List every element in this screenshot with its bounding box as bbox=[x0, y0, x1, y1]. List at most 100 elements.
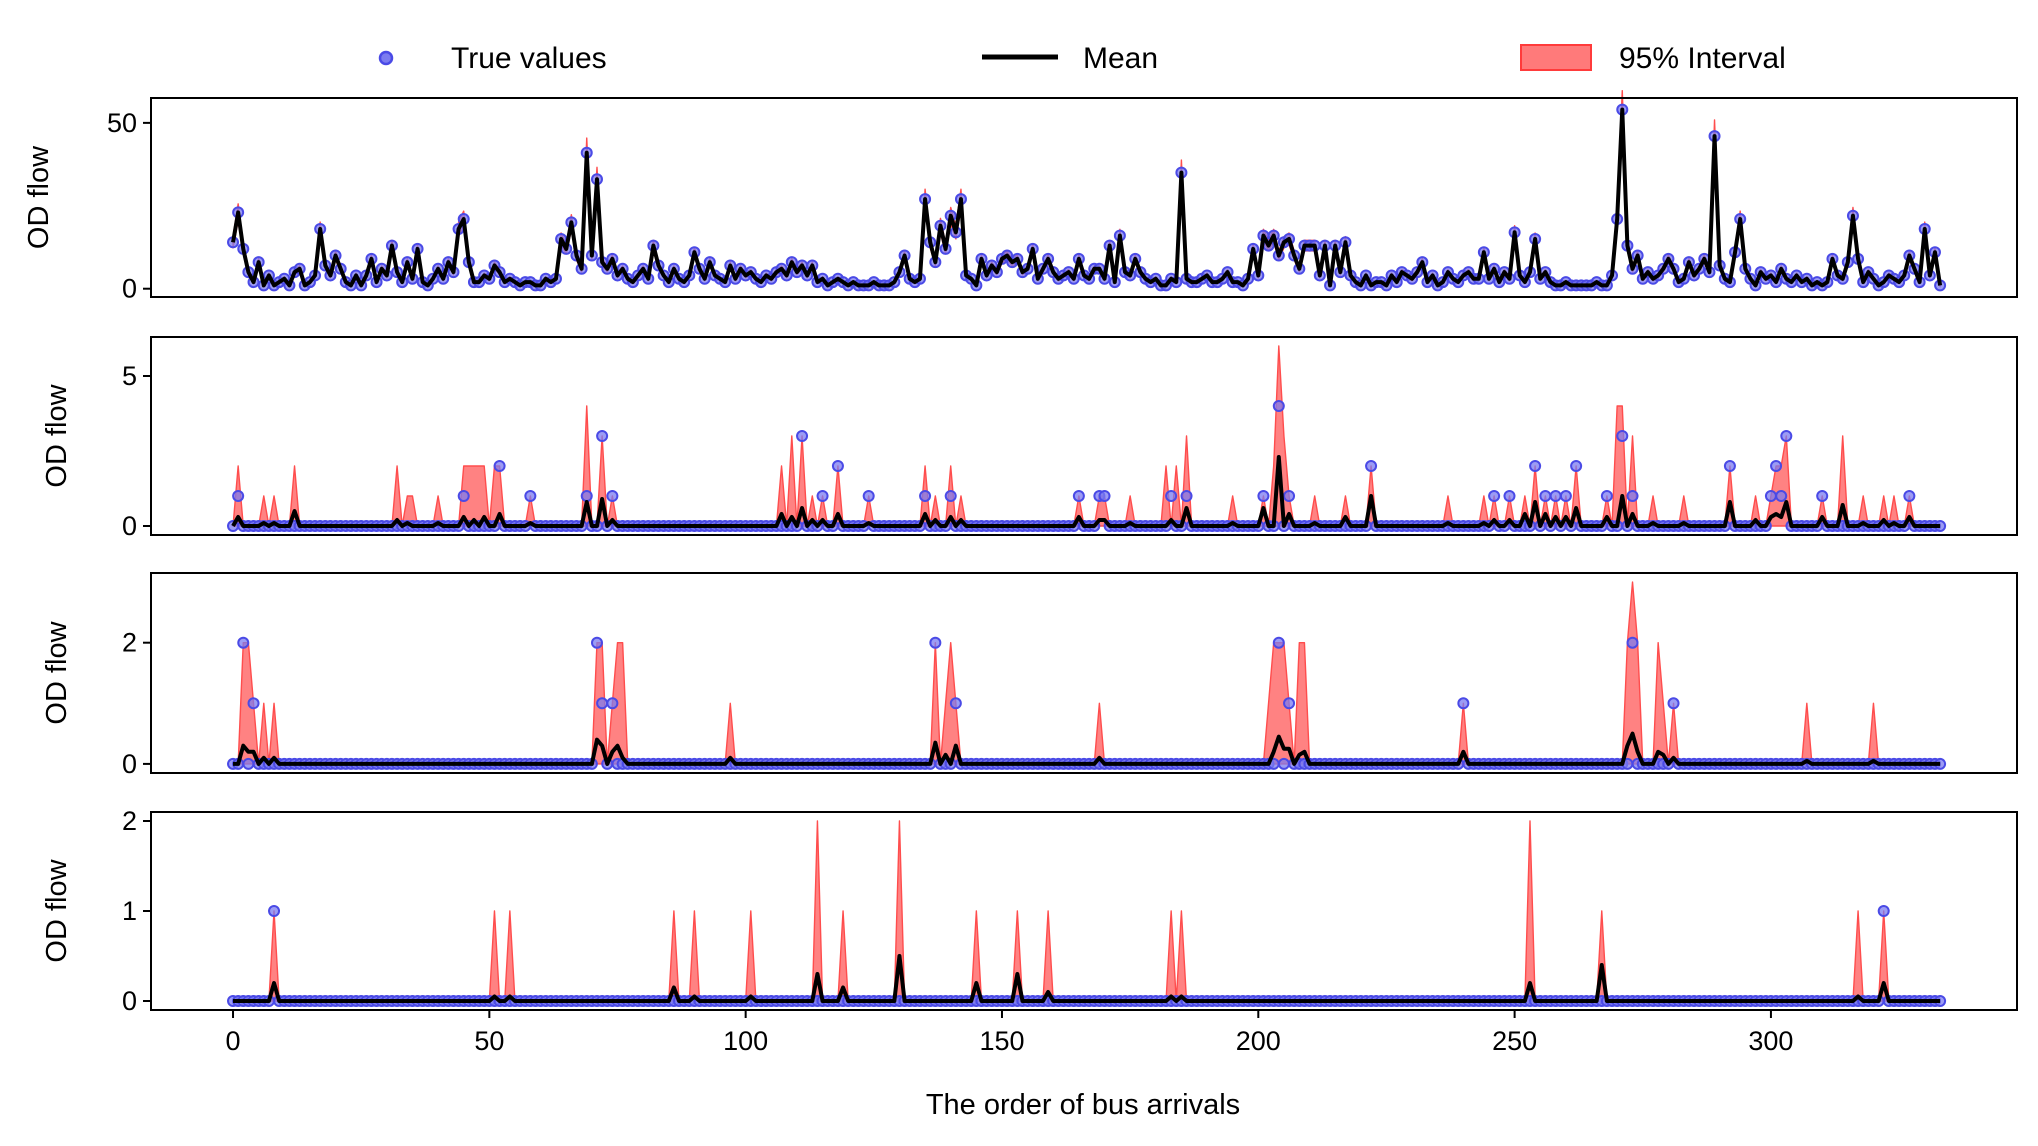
legend-true-values-label: True values bbox=[451, 42, 607, 75]
legend: True values Mean 95% Interval bbox=[378, 42, 1786, 75]
panel-3: 0 2 OD flow bbox=[41, 572, 2018, 779]
true-value-point bbox=[1539, 490, 1552, 502]
true-value-point bbox=[1770, 460, 1783, 472]
true-value-point bbox=[1570, 460, 1583, 472]
legend-interval-swatch bbox=[1520, 44, 1592, 71]
legend-mean-label: Mean bbox=[1083, 42, 1158, 75]
true-value-point bbox=[1503, 490, 1516, 502]
true-value-point bbox=[949, 697, 962, 710]
true-value-point bbox=[596, 697, 609, 710]
panels: 0 50 OD flow 0 5 OD flow 0 2 OD flow 0 1 2 OD flow bbox=[23, 90, 2018, 1016]
true-value-point bbox=[1272, 636, 1285, 649]
true-value-point bbox=[247, 697, 260, 710]
true-value-point bbox=[1165, 490, 1178, 502]
interval-band bbox=[232, 581, 1941, 765]
true-value-point bbox=[606, 697, 619, 710]
true-value-point bbox=[831, 460, 844, 472]
true-value-point bbox=[1764, 490, 1777, 502]
true-value-point bbox=[1816, 490, 1829, 502]
y-axis-title: OD flow bbox=[23, 145, 55, 249]
legend-true-values-marker bbox=[378, 50, 394, 66]
true-value-point bbox=[493, 460, 506, 472]
y-tick-label: 0 bbox=[122, 986, 137, 1016]
true-value-point bbox=[796, 430, 809, 442]
y-axis-title: OD flow bbox=[41, 620, 73, 724]
true-value-point bbox=[1600, 490, 1613, 502]
x-tick-label: 150 bbox=[979, 1026, 1024, 1056]
true-value-point bbox=[1098, 490, 1111, 502]
plot-frame bbox=[150, 572, 2018, 774]
true-value-point bbox=[524, 490, 537, 502]
y-tick-label: 2 bbox=[122, 628, 137, 658]
true-value-point bbox=[1775, 490, 1788, 502]
mean-line bbox=[233, 731, 1941, 766]
true-value-point bbox=[919, 490, 932, 502]
true-value-point bbox=[580, 490, 593, 502]
x-tick-label: 0 bbox=[226, 1026, 241, 1056]
true-value-point bbox=[1257, 490, 1270, 502]
panel-2: 0 5 OD flow bbox=[41, 336, 2018, 541]
y-axis-title: OD flow bbox=[41, 383, 73, 487]
true-value-point bbox=[1488, 490, 1501, 502]
true-value-point bbox=[1283, 490, 1296, 502]
x-tick-label: 100 bbox=[723, 1026, 768, 1056]
true-value-point bbox=[1529, 460, 1542, 472]
y-tick-label: 0 bbox=[122, 511, 137, 541]
true-value-point bbox=[457, 490, 470, 502]
x-tick-label: 50 bbox=[474, 1026, 504, 1056]
true-value-point bbox=[929, 636, 942, 649]
y-tick-label: 1 bbox=[122, 896, 137, 926]
true-value-point bbox=[1549, 490, 1562, 502]
x-tick-label: 250 bbox=[1492, 1026, 1537, 1056]
plot-frame bbox=[150, 336, 2018, 536]
true-values bbox=[227, 905, 1947, 1007]
true-value-point bbox=[1277, 757, 1290, 770]
plot-frame bbox=[150, 97, 2018, 298]
interval-band bbox=[232, 90, 1941, 288]
true-value-point bbox=[862, 490, 875, 502]
interval-band bbox=[232, 820, 1941, 1002]
true-value-point bbox=[1877, 905, 1890, 917]
true-value-point bbox=[1626, 490, 1639, 502]
panel-1: 0 50 OD flow bbox=[23, 90, 2018, 304]
legend-interval-label: 95% Interval bbox=[1619, 42, 1786, 75]
y-axis-title: OD flow bbox=[41, 858, 73, 962]
y-tick-label: 0 bbox=[122, 749, 137, 779]
true-value-point bbox=[1626, 636, 1639, 649]
true-value-point bbox=[1616, 430, 1629, 442]
true-value-point bbox=[268, 905, 281, 917]
y-tick-label: 5 bbox=[122, 361, 137, 391]
true-value-point bbox=[1457, 697, 1470, 710]
true-value-point bbox=[1283, 697, 1296, 710]
x-tick-label: 300 bbox=[1748, 1026, 1793, 1056]
mean-line bbox=[233, 954, 1941, 1003]
interval-band bbox=[232, 345, 1941, 527]
y-tick-label: 50 bbox=[107, 108, 137, 138]
true-value-point bbox=[1559, 490, 1572, 502]
y-tick-label: 0 bbox=[122, 274, 137, 304]
true-value-point bbox=[232, 490, 245, 502]
true-value-point bbox=[1180, 490, 1193, 502]
true-value-point bbox=[596, 430, 609, 442]
x-axis: 0 50 100 150 200 250 300 bbox=[226, 1010, 1793, 1056]
true-value-point bbox=[606, 490, 619, 502]
true-value-point bbox=[1272, 400, 1285, 412]
true-value-point bbox=[237, 636, 250, 649]
true-value-point bbox=[1903, 490, 1916, 502]
y-tick-label: 2 bbox=[122, 806, 137, 836]
true-value-point bbox=[1072, 490, 1085, 502]
true-value-point bbox=[590, 636, 603, 649]
true-value-point bbox=[944, 490, 957, 502]
true-value-point bbox=[242, 757, 255, 770]
x-axis-title: The order of bus arrivals bbox=[926, 1089, 1240, 1121]
true-values bbox=[227, 636, 1947, 770]
mean-line bbox=[231, 107, 1943, 288]
true-value-point bbox=[1723, 460, 1736, 472]
x-tick-label: 200 bbox=[1236, 1026, 1281, 1056]
panel-4: 0 1 2 OD flow bbox=[41, 806, 2018, 1016]
true-value-point bbox=[1365, 460, 1378, 472]
mean-line bbox=[231, 455, 1941, 528]
true-value-point bbox=[1667, 697, 1680, 710]
true-value-point bbox=[1780, 430, 1793, 442]
